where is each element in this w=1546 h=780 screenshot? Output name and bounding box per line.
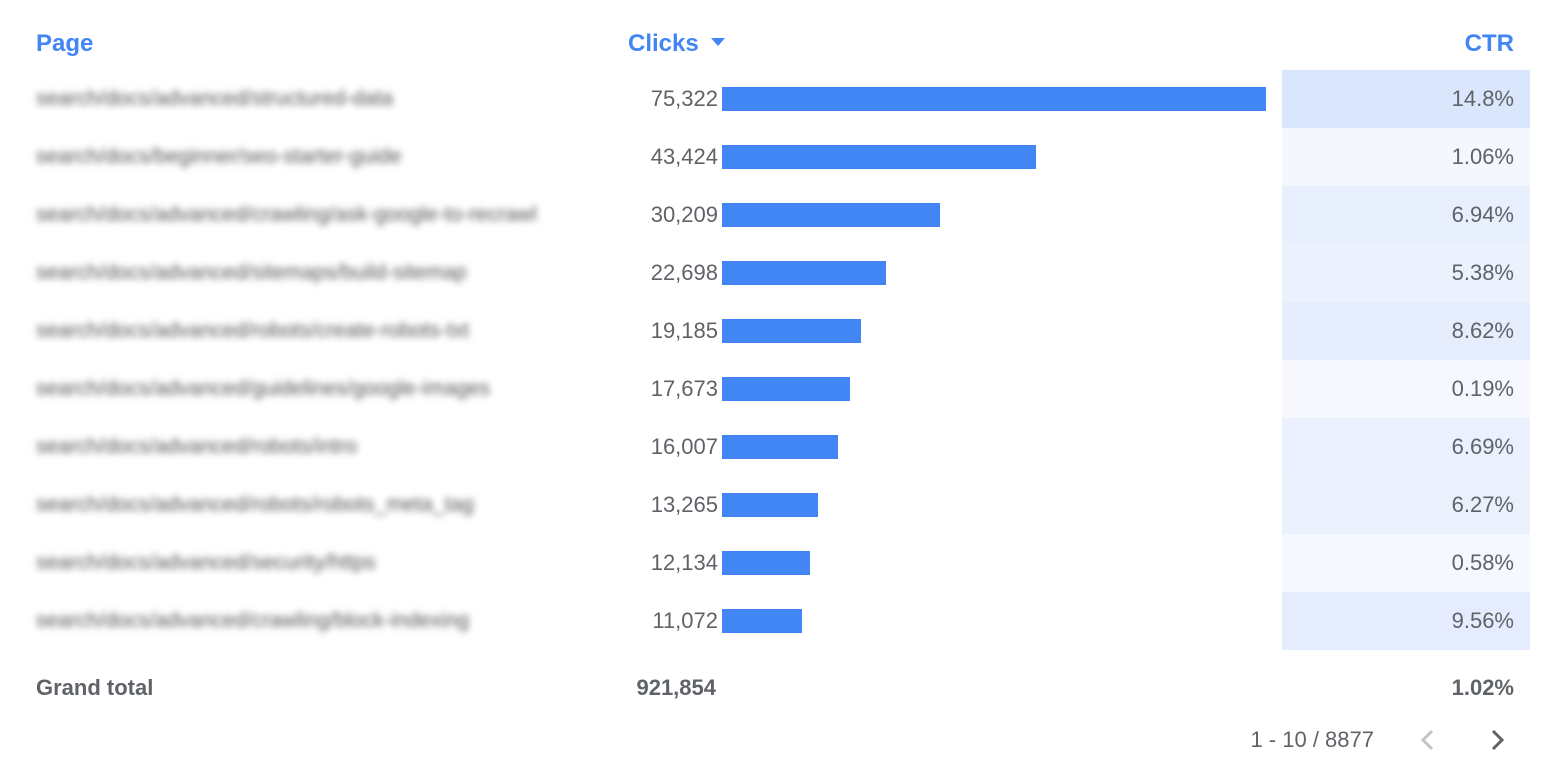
page-url[interactable]: search/docs/advanced/guidelines/google-i… [36, 377, 491, 400]
page-url[interactable]: search/docs/advanced/robots/robots_meta_… [36, 493, 474, 516]
table-row[interactable]: search/docs/beginner/seo-starter-guide 43… [0, 128, 1546, 186]
chevron-left-icon [1420, 729, 1434, 751]
page-url[interactable]: search/docs/advanced/crawling/ask-google… [36, 203, 537, 226]
clicks-bar [722, 551, 810, 575]
table-row[interactable]: search/docs/advanced/crawling/block-inde… [0, 592, 1546, 650]
ctr-heatmap-cell: 9.56% [1282, 592, 1530, 650]
ctr-value: 0.19% [1451, 376, 1514, 401]
ctr-value: 5.38% [1451, 260, 1514, 285]
clicks-bar [722, 609, 802, 633]
clicks-value: 43,424 [650, 144, 718, 169]
clicks-bar [722, 493, 818, 517]
ctr-value: 8.62% [1451, 318, 1514, 343]
ctr-value: 6.27% [1451, 492, 1514, 517]
sort-descending-icon[interactable] [710, 37, 725, 46]
column-header-page[interactable]: Page [36, 30, 94, 57]
ctr-heatmap-cell: 5.38% [1282, 244, 1530, 302]
next-page-button[interactable] [1482, 724, 1514, 756]
page-url[interactable]: search/docs/advanced/structured-data [36, 87, 394, 110]
ctr-heatmap-cell: 6.69% [1282, 418, 1530, 476]
grand-total-ctr: 1.02% [1451, 675, 1514, 700]
clicks-bar [722, 145, 1036, 169]
clicks-bar [722, 261, 886, 285]
clicks-value: 22,698 [650, 260, 718, 285]
grand-total-label: Grand total [36, 675, 154, 700]
clicks-value: 30,209 [650, 202, 718, 227]
page-url[interactable]: search/docs/advanced/sitemaps/build-site… [36, 261, 467, 284]
ctr-heatmap-cell: 0.19% [1282, 360, 1530, 418]
clicks-value: 11,072 [652, 608, 718, 633]
chevron-right-icon [1491, 729, 1505, 751]
clicks-value: 12,134 [650, 550, 718, 575]
page-url[interactable]: search/docs/advanced/security/https [36, 551, 376, 574]
table-row[interactable]: search/docs/advanced/robots/intro 16,007 6… [0, 418, 1546, 476]
table-row[interactable]: search/docs/advanced/sitemaps/build-site… [0, 244, 1546, 302]
table-row[interactable]: search/docs/advanced/robots/robots_meta_… [0, 476, 1546, 534]
ctr-heatmap-cell: 0.58% [1282, 534, 1530, 592]
ctr-heatmap-cell: 6.27% [1282, 476, 1530, 534]
ctr-heatmap-cell: 14.8% [1282, 70, 1530, 128]
clicks-bar [722, 319, 861, 343]
ctr-heatmap-cell: 6.94% [1282, 186, 1530, 244]
ctr-value: 6.69% [1451, 434, 1514, 459]
ctr-heatmap-cell: 8.62% [1282, 302, 1530, 360]
pagination-range: 1 - 10 / 8877 [1250, 727, 1374, 752]
column-header-ctr[interactable]: CTR [1464, 30, 1514, 57]
page-url[interactable]: search/docs/advanced/crawling/block-inde… [36, 609, 470, 632]
clicks-bar [722, 203, 941, 227]
table-row[interactable]: search/docs/advanced/guidelines/google-i… [0, 360, 1546, 418]
table-row[interactable]: search/docs/advanced/structured-data 75,3… [0, 70, 1546, 128]
table-row[interactable]: search/docs/advanced/crawling/ask-google… [0, 186, 1546, 244]
ctr-value: 1.06% [1451, 144, 1514, 169]
clicks-bar [722, 87, 1266, 111]
ctr-value: 9.56% [1451, 608, 1514, 633]
clicks-value: 75,322 [650, 86, 718, 111]
clicks-value: 19,185 [650, 318, 718, 343]
ctr-value: 14.8% [1451, 86, 1514, 111]
page-url[interactable]: search/docs/beginner/seo-starter-guide [36, 145, 402, 168]
clicks-value: 17,673 [650, 376, 718, 401]
clicks-bar [722, 377, 850, 401]
clicks-value: 13,265 [650, 492, 718, 517]
ctr-heatmap-cell: 1.06% [1282, 128, 1530, 186]
page-url[interactable]: search/docs/advanced/robots/intro [36, 435, 358, 458]
grand-total-clicks: 921,854 [636, 675, 716, 700]
ctr-value: 6.94% [1451, 202, 1514, 227]
previous-page-button[interactable] [1412, 724, 1444, 756]
column-header-clicks-label: Clicks [628, 30, 699, 57]
ctr-value: 0.58% [1451, 550, 1514, 575]
table-row[interactable]: search/docs/advanced/security/https 12,13… [0, 534, 1546, 592]
page-url[interactable]: search/docs/advanced/robots/create-robot… [36, 319, 470, 342]
clicks-value: 16,007 [650, 434, 718, 459]
clicks-bar [722, 435, 838, 459]
column-header-clicks[interactable]: Clicks [628, 26, 725, 62]
table-row[interactable]: search/docs/advanced/robots/create-robot… [0, 302, 1546, 360]
